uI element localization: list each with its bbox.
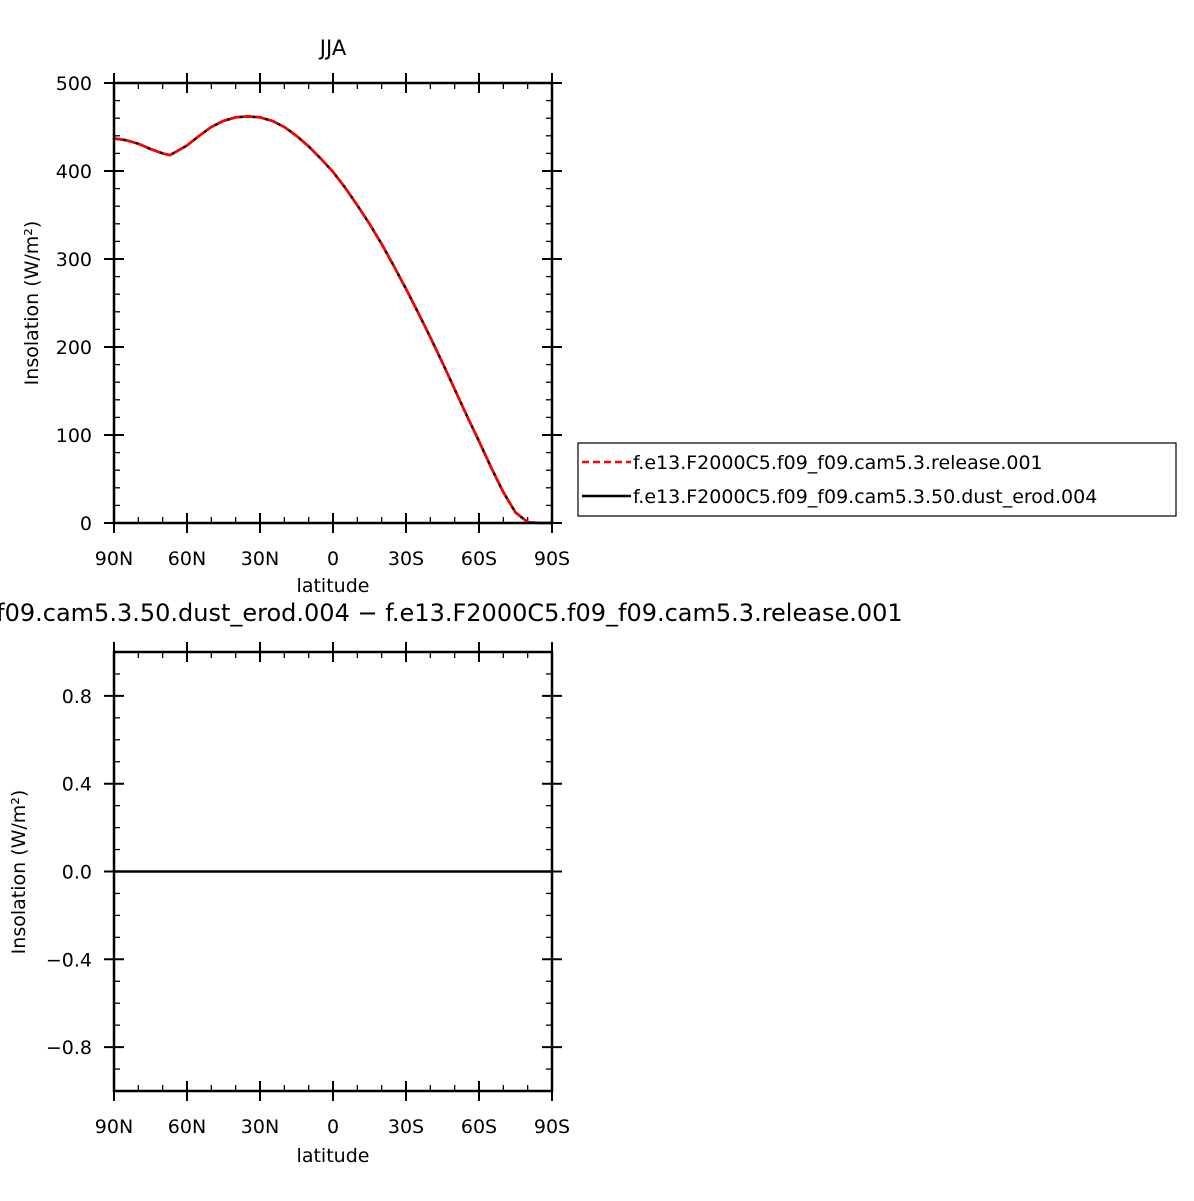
legend-label-dust-erod: f.e13.F2000C5.f09_f09.cam5.3.50.dust_ero…	[633, 486, 1097, 508]
top-series-line-dust-erod	[112, 115, 554, 525]
bottom-panel: f.e13.F2000C5.f09_f09.cam5.3.50.dust_ero…	[0, 599, 903, 1167]
bottom-y-tick-label: −0.4	[46, 949, 92, 971]
legend-box	[577, 442, 1177, 517]
bottom-x-axis-label: latitude	[297, 1145, 370, 1167]
top-y-tick-label: 500	[56, 73, 92, 95]
bottom-x-tick-label: 90S	[534, 1116, 570, 1138]
bottom-tick-labels: 90N 60N 30N 0 30S 60S 90S −0.8 −0.4 0.0 0.4 0.8	[46, 686, 570, 1138]
bottom-x-tick-label: 30S	[388, 1116, 424, 1138]
top-tick-labels: 90N 60N 30N 0 30S 60S 90S 0 100 200 300 400 500	[56, 73, 570, 570]
legend-label-release: f.e13.F2000C5.f09_f09.cam5.3.release.001	[633, 452, 1043, 474]
top-x-tick-label: 90N	[95, 548, 133, 570]
top-panel: JJA Insolation (W/m²) latitude 90N 60N 30N…	[21, 36, 570, 597]
bottom-y-tick-label: 0.4	[62, 774, 92, 796]
top-y-tick-label: 0	[80, 513, 92, 535]
bottom-title: f.e13.F2000C5.f09_f09.cam5.3.50.dust_ero…	[0, 599, 903, 627]
top-title: JJA	[318, 36, 347, 60]
top-y-axis-label: Insolation (W/m²)	[21, 221, 43, 386]
top-y-tick-label: 400	[56, 161, 92, 183]
bottom-y-tick-label: 0.0	[62, 862, 92, 884]
bottom-y-axis-label: Insolation (W/m²)	[8, 790, 30, 955]
top-x-tick-label: 0	[327, 548, 339, 570]
bottom-plot-frame	[112, 650, 554, 1093]
bottom-x-tick-label: 30N	[241, 1116, 279, 1138]
top-series-line-release	[112, 115, 554, 525]
top-lines	[112, 115, 554, 525]
top-x-tick-label: 60S	[461, 548, 497, 570]
top-y-tick-label: 300	[56, 249, 92, 271]
legend: f.e13.F2000C5.f09_f09.cam5.3.release.001…	[577, 442, 1177, 517]
bottom-x-tick-label: 60N	[168, 1116, 206, 1138]
top-x-tick-label: 90S	[534, 548, 570, 570]
top-x-tick-label: 60N	[168, 548, 206, 570]
top-ticks	[104, 73, 562, 533]
bottom-x-tick-label: 0	[327, 1116, 339, 1138]
bottom-x-tick-label: 60S	[461, 1116, 497, 1138]
bottom-y-tick-label: −0.8	[46, 1037, 92, 1059]
top-x-tick-label: 30S	[388, 548, 424, 570]
top-x-axis-label: latitude	[297, 575, 370, 597]
top-y-tick-label: 200	[56, 337, 92, 359]
bottom-y-tick-label: 0.8	[62, 686, 92, 708]
top-x-tick-label: 30N	[241, 548, 279, 570]
bottom-x-tick-label: 90N	[95, 1116, 133, 1138]
top-plot-frame	[112, 81, 554, 525]
top-y-tick-label: 100	[56, 425, 92, 447]
